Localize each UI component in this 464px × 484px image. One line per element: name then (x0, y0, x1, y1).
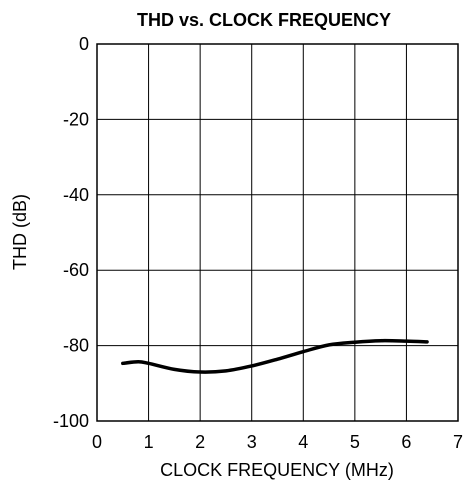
x-tick-label-2: 2 (195, 432, 205, 452)
x-tick-label-0: 0 (92, 432, 102, 452)
x-tick-label-6: 6 (401, 432, 411, 452)
y-tick-label-2: -40 (63, 185, 89, 205)
series-line-0 (121, 338, 429, 374)
x-tick-label-1: 1 (144, 432, 154, 452)
x-tick-label-4: 4 (298, 432, 308, 452)
x-tick-labels: 0 1 2 3 4 5 6 7 (92, 432, 463, 452)
chart-title: THD vs. CLOCK FREQUENCY (137, 10, 391, 30)
y-tick-label-1: -20 (63, 109, 89, 129)
x-axis-label: CLOCK FREQUENCY (MHz) (160, 460, 394, 480)
x-tick-label-5: 5 (350, 432, 360, 452)
plot-frame (96, 43, 459, 422)
y-tick-label-3: -60 (63, 260, 89, 280)
y-axis-label: THD (dB) (10, 194, 30, 270)
y-tick-labels: 0 -20 -40 -60 -80 -100 (53, 34, 89, 431)
y-tick-label-0: 0 (79, 34, 89, 54)
x-tick-label-3: 3 (247, 432, 257, 452)
x-tick-label-7: 7 (453, 432, 463, 452)
series-group (121, 338, 429, 374)
y-tick-label-5: -100 (53, 411, 89, 431)
y-tick-label-4: -80 (63, 336, 89, 356)
